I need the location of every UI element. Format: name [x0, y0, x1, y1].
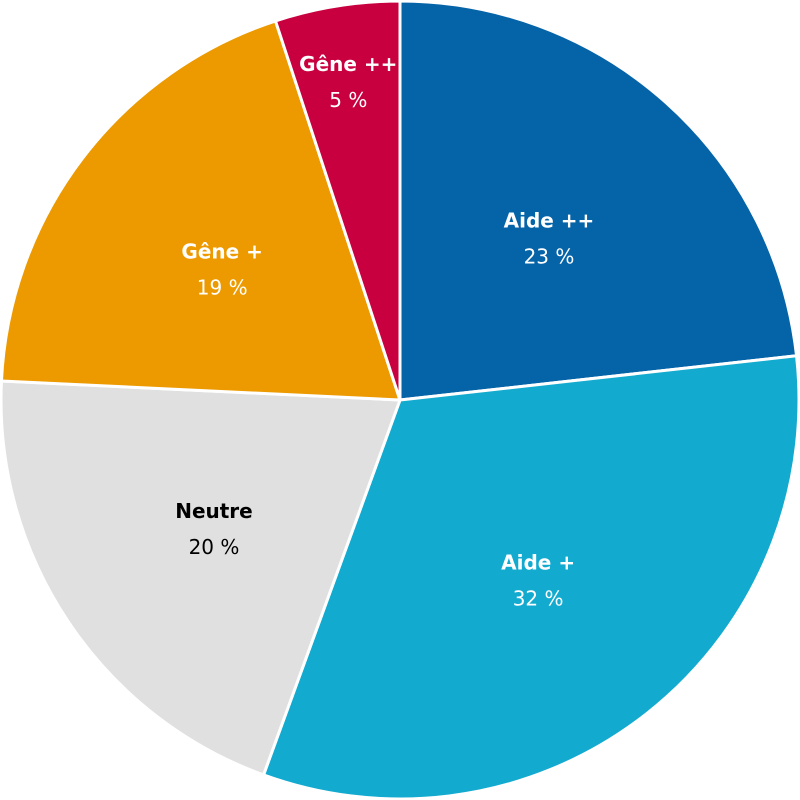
slice-label-neutre: Neutre 20 %	[175, 499, 253, 559]
slice-label-aide-plusplus: Aide ++ 23 %	[504, 208, 595, 268]
slice-value-label: 23 %	[524, 244, 575, 268]
slice-name-label: Gêne +	[181, 240, 263, 264]
slice-label-gene-plus: Gêne + 19 %	[181, 240, 263, 300]
slice-name-label: Neutre	[175, 499, 253, 523]
pie-labels: Aide ++ 23 % Aide + 32 % Neutre 20 % Gêne + 19 …	[175, 52, 594, 611]
slice-value-label: 20 %	[189, 535, 240, 559]
slice-label-gene-plusplus: Gêne ++ 5 %	[299, 52, 397, 112]
pie-slice-aide-plus	[262, 354, 800, 800]
slice-value-label: 32 %	[513, 587, 564, 611]
slice-label-aide-plus: Aide + 32 %	[501, 551, 575, 611]
slice-name-label: Aide ++	[504, 208, 595, 232]
pie-slice-neutre	[0, 379, 402, 777]
pie-slice-aide-plusplus	[398, 0, 799, 402]
slice-name-label: Gêne ++	[299, 52, 397, 76]
slice-value-label: 5 %	[329, 88, 367, 112]
slice-name-label: Aide +	[501, 551, 575, 575]
pie-slice-gene-plusplus	[273, 0, 402, 402]
pie-slice-gene-plus	[0, 19, 402, 402]
slice-value-label: 19 %	[197, 276, 248, 300]
